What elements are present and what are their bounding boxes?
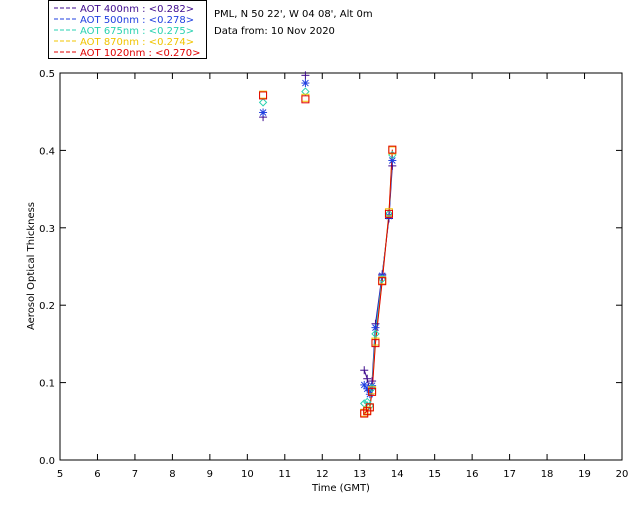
marker-stroke [388,157,396,164]
x-tick-label: 9 [207,469,213,480]
data-point [259,108,268,117]
x-axis-label: Time (GMT) [311,483,370,494]
date-info: Data from: 10 Nov 2020 [214,26,335,37]
data-point [378,277,387,286]
legend: AOT 400nm : <0.282>AOT 500nm : <0.278>AO… [48,0,207,59]
marker-stroke [360,381,368,389]
x-tick-label: 11 [278,469,291,480]
x-tick-label: 10 [241,469,254,480]
y-axis-label: Aerosol Optical Thickness [26,202,37,330]
legend-entry: AOT 675nm : <0.275> [80,26,194,37]
data-point [258,98,268,107]
x-tick-label: 7 [132,469,138,480]
x-tick-label: 18 [541,469,554,480]
y-tick-label: 0.3 [39,224,55,235]
marker-stroke [372,324,379,331]
marker-stroke [259,109,267,116]
data-point [360,409,369,418]
legend-entry: AOT 1020nm : <0.270> [80,48,200,59]
data-point [365,401,375,411]
x-tick-label: 19 [578,469,591,480]
data-point [371,329,380,339]
data-point [363,374,372,383]
marker-stroke [368,382,376,390]
x-tick-label: 14 [391,469,404,480]
data-point [301,95,310,104]
data-point [301,71,310,80]
data-point [259,91,268,100]
x-tick-label: 17 [503,469,516,480]
y-tick-label: 0.2 [39,301,55,312]
data-point [371,323,380,332]
data-point [301,79,310,88]
y-tick-label: 0.0 [39,456,55,467]
legend-entry: AOT 400nm : <0.282> [80,4,194,15]
legend-entry: AOT 870nm : <0.274> [80,37,194,48]
axis-ticks: 5 6 7 8 9 10 11 12 13 14 15 16 17 18 19 20 0.0 0.1 0.2 0.3 0… [39,69,628,480]
data-point [371,339,380,348]
y-tick-label: 0.5 [39,69,55,80]
marker-stroke [302,79,309,87]
x-tick-label: 12 [316,469,329,480]
x-tick-label: 16 [466,469,479,480]
data-point [388,156,397,165]
x-tick-label: 13 [353,469,366,480]
x-tick-label: 6 [94,469,100,480]
data-point [368,387,377,396]
data-point [388,145,397,154]
x-tick-label: 8 [169,469,175,480]
data-point [360,380,369,389]
data-point [365,403,374,412]
y-tick-label: 0.1 [39,379,55,390]
data-point [360,366,369,375]
legend-entry: AOT 500nm : <0.278> [80,15,194,26]
site-info: PML, N 50 22', W 04 08', Alt 0m [214,9,373,20]
y-tick-label: 0.4 [39,146,55,157]
plot-frame [59,72,623,461]
x-tick-label: 15 [428,469,441,480]
x-tick-label: 5 [57,469,63,480]
data-point [384,209,393,218]
x-tick-label: 20 [616,469,629,480]
series-markers [258,71,397,418]
data-point [301,87,310,96]
